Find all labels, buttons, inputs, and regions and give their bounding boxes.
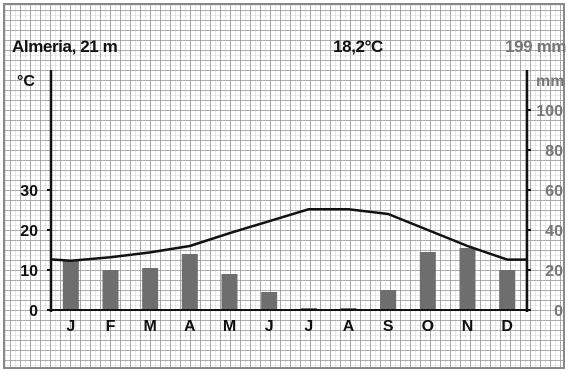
station-label: Almeria, 21 m [12,37,118,56]
right-tick-label: 0 [554,303,563,320]
month-label: M [223,318,236,335]
month-label: J [265,318,274,335]
month-label: F [106,318,116,335]
precipitation-bars [62,248,516,310]
header: Almeria, 21 m 18,2°C 199 mm [12,37,567,56]
left-tick-label: 10 [20,263,38,280]
temperature-unit-label: °C [17,73,35,90]
precipitation-bar [459,248,476,310]
right-axis-ticks: 0 20 40 60 80 100 [527,103,563,320]
precipitation-bar [62,260,79,310]
precipitation-bar [102,270,119,310]
precipitation-bar [261,292,278,310]
precipitation-bar [181,254,198,310]
month-label: M [144,318,157,335]
precipitation-bar [419,252,436,310]
precipitation-bar [499,270,516,310]
mean-temperature-label: 18,2°C [333,37,383,56]
month-label: D [501,318,513,335]
right-tick-label: 80 [545,143,563,160]
right-tick-label: 20 [545,263,563,280]
temperature-curve [50,207,527,263]
month-label: A [184,318,196,335]
right-tick-label: 40 [545,223,563,240]
month-label: S [383,318,394,335]
precipitation-bar [142,268,159,310]
month-label: A [343,318,355,335]
right-tick-label: 60 [545,183,563,200]
precipitation-bar [380,290,397,310]
left-axis-ticks: 0 10 20 30 [20,183,51,320]
precipitation-bar [221,274,238,310]
left-tick-label: 0 [29,303,38,320]
month-label: O [422,318,434,335]
background-grid [3,3,565,369]
annual-precipitation-label: 199 mm [505,37,566,56]
month-label: J [304,318,313,335]
month-label: N [462,318,474,335]
temperature-line [50,207,527,263]
month-label: J [66,318,75,335]
right-tick-label: 100 [536,103,563,120]
left-tick-label: 20 [20,223,38,240]
left-tick-label: 30 [20,183,38,200]
precipitation-unit-label: mm [536,73,564,90]
